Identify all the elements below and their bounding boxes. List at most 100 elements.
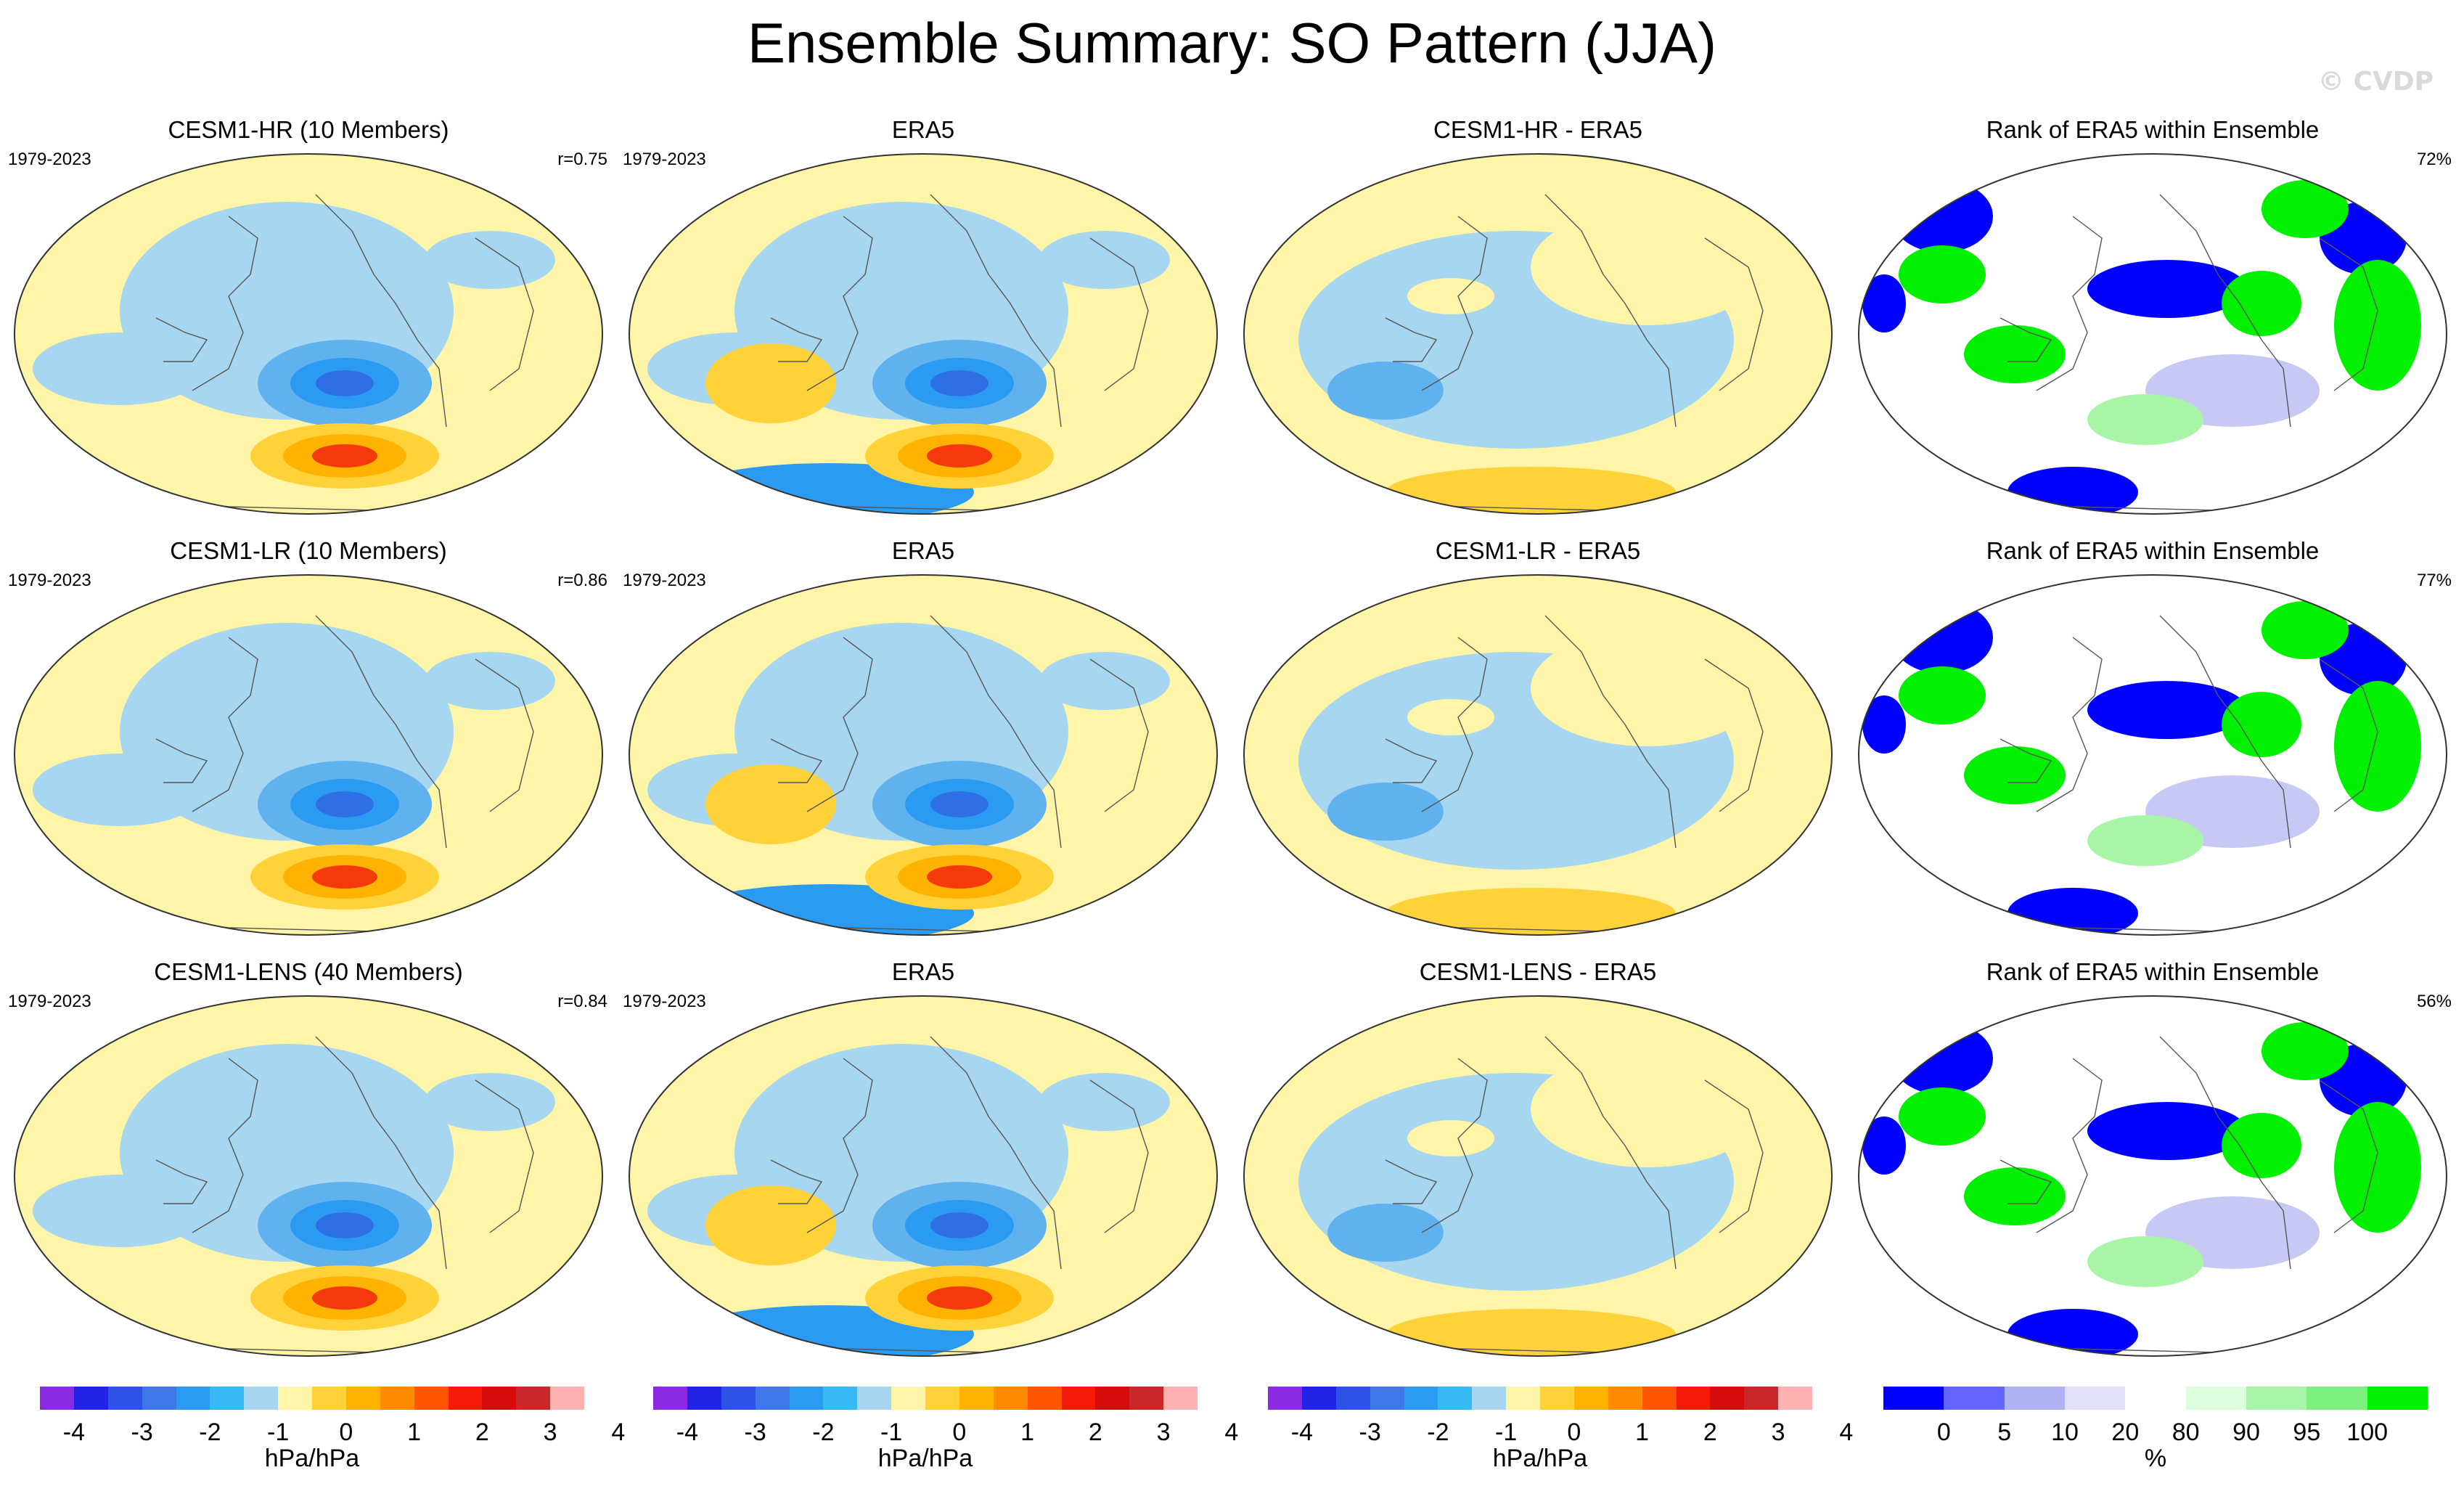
- coastline-asia: [806, 637, 873, 812]
- panel-corner-stat: r=0.86: [557, 571, 607, 590]
- colorbar-swatch: [516, 1387, 551, 1410]
- globe-border: [629, 995, 1218, 1357]
- colorbar-swatch: [721, 1387, 756, 1410]
- positive-anomaly-region: [1386, 467, 1676, 514]
- rank-high-region: [2222, 271, 2301, 336]
- coastline-americas: [930, 615, 1062, 849]
- panel-period: 1979-2023: [8, 992, 91, 1011]
- colorbar-swatch: [891, 1387, 925, 1410]
- field-layer: [1244, 154, 1832, 514]
- colorbar-tick-label: 20: [2111, 1418, 2140, 1446]
- rank-high-region: [2222, 692, 2301, 757]
- globe-map: [629, 995, 1218, 1357]
- negative-anomaly-region: [33, 754, 207, 826]
- colorbar-swatch: [176, 1387, 210, 1410]
- colorbar-tick-label: 0: [1567, 1418, 1581, 1446]
- negative-anomaly-core: [1327, 362, 1444, 420]
- map-panel: CESM1-LR (10 Members) 1979-2023 r=0.86: [4, 537, 613, 944]
- field-layer: [1859, 996, 2447, 1356]
- coastline-africa: [475, 1079, 534, 1233]
- colorbar-tick-label: 3: [1156, 1418, 1171, 1446]
- rank-high-region: [1964, 746, 2066, 804]
- coastline-asia: [2036, 1058, 2103, 1233]
- globe-map: [1858, 153, 2447, 515]
- panel-title: Rank of ERA5 within Ensemble: [1986, 537, 2320, 564]
- rank-low-region: [1891, 1022, 1993, 1095]
- positive-anomaly-center: [927, 1286, 992, 1310]
- colorbar-swatch: [2064, 1387, 2126, 1410]
- colorbar-swatch: [2307, 1387, 2367, 1410]
- colorbar-tick-label: -3: [1359, 1418, 1381, 1446]
- positive-anomaly-region: [705, 1185, 836, 1265]
- map-panel: ERA5 1979-2023: [618, 958, 1228, 1365]
- colorbar-swatch: [1506, 1387, 1540, 1410]
- coastline-americas: [2159, 615, 2291, 849]
- rank-high-region: [2334, 1102, 2421, 1233]
- colorbar-swatch: [1404, 1387, 1438, 1410]
- field-layer: [1859, 575, 2447, 935]
- coastline-australia: [155, 317, 208, 362]
- rank-low-region: [1891, 180, 1993, 253]
- panel-corner-stat: r=0.75: [557, 150, 607, 169]
- coastline-africa: [2319, 1079, 2378, 1233]
- coastline-australia: [770, 317, 823, 362]
- map-panel: ERA5 1979-2023: [618, 116, 1228, 523]
- colorbar-swatch: [482, 1387, 517, 1410]
- rank-high-region: [1899, 245, 1986, 303]
- map-panel: CESM1-LENS - ERA5: [1233, 958, 1843, 1365]
- colorbar-swatches: [40, 1387, 584, 1410]
- colorbar-swatch: [210, 1387, 245, 1410]
- colorbar-swatch: [2125, 1387, 2186, 1410]
- rank-low-region: [2007, 1309, 2138, 1356]
- coastline-americas: [315, 615, 447, 849]
- panel-corner-stat: r=0.84: [557, 992, 607, 1011]
- colorbar-tick-label: 10: [2051, 1418, 2079, 1446]
- rank-high-region: [1964, 1167, 2066, 1225]
- colorbar-tick-label: -4: [62, 1418, 85, 1446]
- globe-map: [1858, 995, 2447, 1357]
- colorbar-swatch: [1608, 1387, 1642, 1410]
- negative-anomaly-core: [1327, 1204, 1444, 1262]
- colorbar-swatch: [687, 1387, 721, 1410]
- rank-low-region: [2007, 888, 2138, 935]
- positive-anomaly-center: [312, 444, 377, 468]
- globe-map: [1858, 574, 2447, 936]
- colorbar-tick-label: 0: [952, 1418, 967, 1446]
- colorbar-units: %: [2144, 1445, 2167, 1472]
- rank-high-region: [1899, 1087, 1986, 1146]
- coastline-americas: [1544, 615, 1677, 849]
- field-layer: [629, 154, 1217, 514]
- positive-anomaly-region: [1386, 1309, 1676, 1356]
- globe-map: [1243, 574, 1833, 936]
- colorbar: -4 -3 -2 -1 0 1 2 3 4 hPa/hPa: [653, 1387, 1238, 1474]
- coastline-africa: [1704, 237, 1764, 391]
- colorbar-tick-label: 80: [2172, 1418, 2200, 1446]
- rank-low-region: [1862, 695, 1906, 754]
- positive-anomaly-region: [1386, 888, 1676, 935]
- coastline-asia: [806, 1058, 873, 1233]
- colorbar-swatch: [2246, 1387, 2307, 1410]
- colorbar-swatch: [823, 1387, 858, 1410]
- colorbar-swatch: [414, 1387, 449, 1410]
- field-layer: [15, 996, 602, 1356]
- negative-anomaly-region: [425, 1073, 555, 1131]
- coastline-americas: [2159, 194, 2291, 428]
- globe-border: [14, 153, 603, 515]
- colorbar-swatch: [857, 1387, 892, 1410]
- negative-anomaly-region: [33, 1175, 207, 1247]
- colorbar-tick-label: -1: [880, 1418, 903, 1446]
- panel-period: 1979-2023: [8, 150, 91, 169]
- panel-title: ERA5: [891, 958, 955, 985]
- negative-anomaly-center: [316, 791, 374, 817]
- coastline-australia: [770, 738, 823, 783]
- map-panel: Rank of ERA5 within Ensemble 56%: [1848, 958, 2457, 1365]
- globe-border: [1858, 574, 2447, 936]
- panel-title: ERA5: [891, 537, 955, 564]
- field-layer: [1244, 996, 1832, 1356]
- positive-anomaly-region: [1407, 278, 1494, 314]
- coastline-americas: [315, 1036, 447, 1270]
- coastline-asia: [1421, 637, 1488, 812]
- negative-anomaly-region: [1039, 1073, 1170, 1131]
- rank-high-region: [2334, 260, 2421, 391]
- panel-corner-stat: 77%: [2416, 571, 2452, 590]
